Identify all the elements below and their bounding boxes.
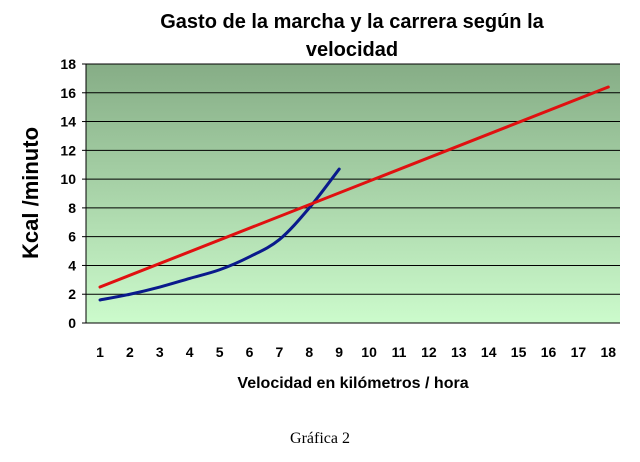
x-tick-label: 11 xyxy=(392,344,407,360)
x-tick-label: 3 xyxy=(156,344,164,360)
x-tick-label: 2 xyxy=(126,344,134,360)
y-axis-title: Kcal /minuto xyxy=(18,127,43,259)
series-lines xyxy=(98,85,610,302)
y-tick-label: 16 xyxy=(60,85,76,101)
x-tick-label: 10 xyxy=(361,344,377,360)
x-tick-label: 4 xyxy=(186,344,194,360)
x-tick-label: 7 xyxy=(276,344,284,360)
plot-area xyxy=(86,64,620,323)
y-tick-label: 10 xyxy=(60,171,76,187)
y-tick-label: 18 xyxy=(60,56,76,72)
x-axis-title: Velocidad en kilómetros / hora xyxy=(237,375,468,392)
chart: Gasto de la marcha y la carrera según la… xyxy=(18,11,620,392)
x-tick-label: 8 xyxy=(305,344,313,360)
x-tick-label: 9 xyxy=(335,344,343,360)
x-tick-label: 13 xyxy=(451,344,467,360)
y-tick-label: 0 xyxy=(68,315,76,331)
series-line-1 xyxy=(98,167,341,302)
y-tick-label: 8 xyxy=(68,200,76,216)
chart-title-line-2: velocidad xyxy=(306,39,398,61)
y-tick-labels: 0 2 4 6 8 10 12 14 16 18 xyxy=(60,56,86,331)
x-tick-label: 12 xyxy=(421,344,437,360)
x-tick-label: 16 xyxy=(541,344,557,360)
x-tick-label: 18 xyxy=(601,344,617,360)
series-line-2 xyxy=(98,85,610,289)
x-tick-label: 6 xyxy=(246,344,254,360)
x-tick-label: 14 xyxy=(481,344,497,360)
y-tick-label: 2 xyxy=(68,286,76,302)
y-tick-label: 14 xyxy=(60,114,76,130)
y-tick-label: 4 xyxy=(68,257,76,273)
x-tick-label: 5 xyxy=(216,344,224,360)
x-tick-labels: 1 2 3 4 5 6 7 8 9 10 11 12 13 14 15 16 17 18 xyxy=(96,344,616,360)
figure-caption: Gráfica 2 xyxy=(290,430,350,447)
y-tick-label: 12 xyxy=(60,142,76,158)
y-tick-label: 6 xyxy=(68,229,76,245)
x-tick-label: 17 xyxy=(571,344,587,360)
x-tick-label: 1 xyxy=(96,344,104,360)
x-tick-label: 15 xyxy=(511,344,527,360)
grid-lines xyxy=(86,63,620,295)
chart-title-line-1: Gasto de la marcha y la carrera según la xyxy=(160,11,544,33)
